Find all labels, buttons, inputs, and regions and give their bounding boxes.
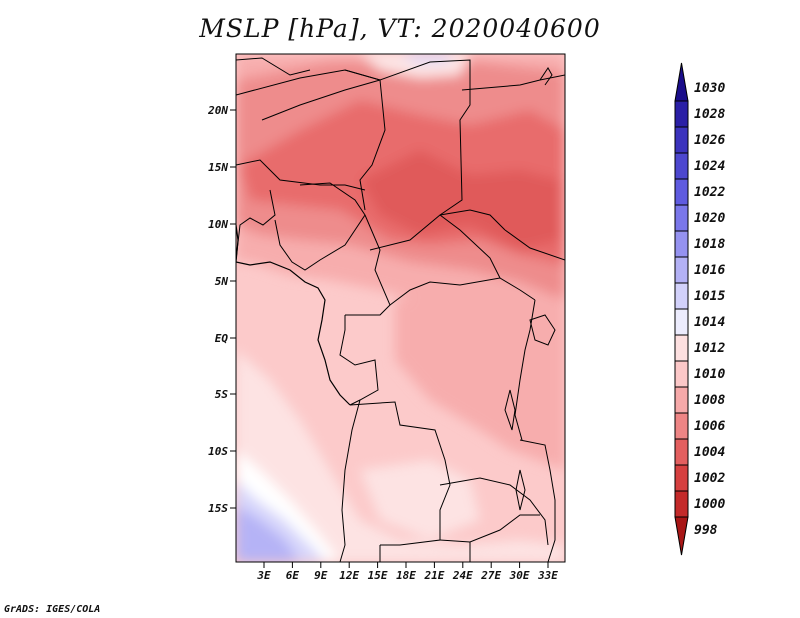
political-borders bbox=[236, 57, 565, 562]
colorbar-box bbox=[674, 386, 689, 414]
colorbar-label: 1006 bbox=[694, 419, 725, 434]
grads-credit: GrADS: IGES/COLA bbox=[4, 604, 101, 615]
lat-tick-label: 10S bbox=[208, 445, 228, 458]
contour-1014-b bbox=[360, 460, 480, 540]
lat-tick-label: EQ bbox=[215, 332, 229, 345]
colorbar-box bbox=[674, 282, 689, 310]
lon-tick-label: 24E bbox=[452, 569, 473, 582]
colorbar-label: 1022 bbox=[694, 185, 725, 200]
lat-tick-label: 10N bbox=[208, 218, 228, 231]
latitude-axis: 20N 15N 10N 5N EQ 5S 10S 15S bbox=[207, 104, 236, 515]
lat-tick-label: 5S bbox=[215, 388, 229, 401]
colorbar-bottom-arrow bbox=[674, 516, 689, 556]
contour-1010-east bbox=[395, 280, 565, 470]
contour-1016-top bbox=[400, 54, 455, 62]
colorbar-label: 1012 bbox=[694, 341, 725, 356]
colorbar-label: 1004 bbox=[694, 445, 725, 460]
colorbar-box bbox=[674, 438, 689, 466]
colorbar-box bbox=[674, 230, 689, 258]
colorbar-label: 1024 bbox=[694, 159, 725, 174]
colorbar-label: 1020 bbox=[694, 211, 725, 226]
colorbar-box bbox=[674, 464, 689, 492]
lon-tick-label: 15E bbox=[368, 569, 388, 582]
colorbar-box bbox=[674, 490, 689, 518]
colorbar-label: 1028 bbox=[694, 107, 725, 122]
lon-tick-label: 9E bbox=[314, 569, 328, 582]
map-frame bbox=[235, 53, 566, 563]
lon-tick-label: 12E bbox=[339, 569, 359, 582]
colorbar-label: 1016 bbox=[694, 263, 725, 278]
colorbar-box bbox=[674, 334, 689, 362]
lat-tick-label: 15N bbox=[208, 161, 228, 174]
lon-tick-label: 30E bbox=[509, 569, 530, 582]
contour-1014 bbox=[236, 350, 565, 562]
colorbar-box bbox=[674, 360, 689, 388]
lat-tick-label: 15S bbox=[208, 502, 228, 515]
longitude-axis: 3E 6E 9E 12E 15E 18E 21E 24E 27E 30E 33E bbox=[256, 562, 558, 582]
lon-tick-label: 27E bbox=[480, 569, 501, 582]
lon-tick-label: 6E bbox=[286, 569, 300, 582]
lon-tick-label: 3E bbox=[256, 569, 271, 582]
lon-tick-label: 33E bbox=[537, 569, 558, 582]
colorbar-box bbox=[674, 256, 689, 284]
contour-1004 bbox=[360, 150, 560, 250]
coastline bbox=[236, 224, 351, 406]
colorbar-label: 1018 bbox=[694, 237, 725, 252]
colorbar-box bbox=[674, 126, 689, 154]
colorbar-box bbox=[674, 100, 689, 128]
colorbar-label: 1010 bbox=[694, 367, 725, 382]
colorbar-label: 1015 bbox=[694, 289, 725, 304]
lon-tick-label: 18E bbox=[396, 569, 416, 582]
colorbar-box bbox=[674, 152, 689, 180]
colorbar-label: 1030 bbox=[694, 81, 725, 96]
colorbar-label: 1008 bbox=[694, 393, 725, 408]
colorbar-label: 1000 bbox=[694, 497, 725, 512]
colorbar-box bbox=[674, 308, 689, 336]
colorbar-top-arrow bbox=[674, 62, 689, 102]
colorbar: 1030 1028 1026 1024 1022 1020 1018 1016 1015 1014… bbox=[674, 62, 725, 556]
lon-tick-label: 21E bbox=[423, 569, 444, 582]
colorbar-label: 1014 bbox=[694, 315, 725, 330]
chart-title: MSLP [hPa], VT: 2020040600 bbox=[199, 14, 601, 43]
mslp-map: 20N 15N 10N 5N EQ 5S 10S 15S 3E 6E 9E 12E 15E 18E 21E… bbox=[207, 53, 725, 582]
lakes bbox=[504, 67, 556, 511]
colorbar-label: 998 bbox=[694, 523, 718, 538]
colorbar-label: 1002 bbox=[694, 471, 725, 486]
colorbar-label: 1026 bbox=[694, 133, 725, 148]
contour-1018 bbox=[236, 505, 300, 562]
colorbar-box bbox=[674, 204, 689, 232]
pressure-field bbox=[236, 54, 565, 562]
lat-tick-label: 5N bbox=[215, 275, 229, 288]
colorbar-box bbox=[674, 178, 689, 206]
colorbar-box bbox=[674, 412, 689, 440]
lat-tick-label: 20N bbox=[207, 104, 228, 117]
